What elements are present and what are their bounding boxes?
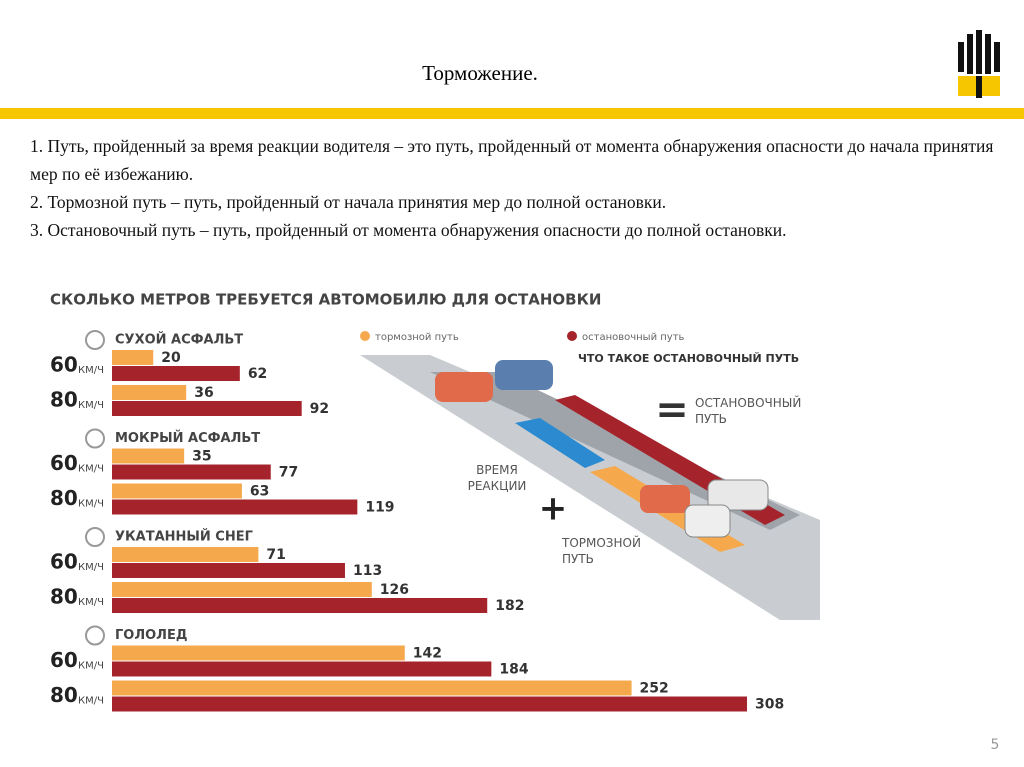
speed-label: 60 [50,648,78,672]
value-label: 126 [380,582,409,598]
value-label: 252 [640,681,669,697]
value-label: 63 [250,484,269,500]
annotation: + [539,489,568,529]
bar [112,401,302,416]
speed-unit: КМ/Ч [78,696,104,707]
bar [112,464,271,480]
annotation-text: ОСТАНОВОЧНЫЙ ПУТЬ [695,396,802,426]
speed-unit: КМ/Ч [78,562,104,573]
bar [112,563,345,578]
slide-title: Торможение. [422,61,538,85]
bar [112,499,358,515]
bar [112,366,240,381]
legend-label: тормозной путь [375,332,459,343]
speed-label: 60 [50,353,78,377]
definition: 3. Остановочный путь – путь, пройденный … [30,220,787,240]
chart-title: СКОЛЬКО МЕТРОВ ТРЕБУЕТСЯ АВТОМОБИЛЮ ДЛЯ … [50,291,601,309]
bar [112,680,632,696]
annotation: ТОРМОЗНОЙ ПУТЬ [562,536,641,566]
condition-label: МОКРЫЙ АСФАЛЬТ [115,430,260,446]
condition-icon [85,625,105,646]
speed-label: 80 [50,486,78,510]
definition: 1. Путь, пройденный за время реакции вод… [30,136,994,184]
bar [112,448,185,464]
annotation: ЧТО ТАКОЕ ОСТАНОВОЧНЫЙ ПУТЬ [578,352,799,365]
value-label: 119 [365,500,394,516]
definitions: 1. Путь, пройденный за время реакции вод… [30,132,995,244]
value-label: 142 [413,646,442,662]
bar [112,483,242,499]
bar [112,350,154,365]
annotation: ВРЕМЯ РЕАКЦИИ [467,463,527,493]
annotation: ОСТАНОВОЧНЫЙ ПУТЬ [695,396,802,426]
annotation-text: ТОРМОЗНОЙ ПУТЬ [562,536,641,566]
bar [112,661,492,677]
bar [112,696,747,712]
page-number: 5 [991,737,1000,753]
condition-icon [85,428,105,449]
value-label: 35 [192,449,211,465]
value-label: 71 [266,547,285,563]
bar [112,547,259,562]
value-label: 182 [495,598,524,614]
definition: 2. Тормозной путь – путь, пройденный от … [30,192,667,212]
bar [112,582,372,597]
speed-label: 80 [50,388,78,412]
value-label: 184 [499,662,528,678]
legend-label: остановочный путь [582,332,685,343]
value-label: 113 [353,563,382,579]
condition-icon [85,527,105,547]
speed-unit: КМ/Ч [78,365,104,376]
value-label: 36 [194,385,213,401]
yellow-rule [0,108,1024,119]
condition-label: УКАТАННЫЙ СНЕГ [115,529,253,545]
value-label: 92 [310,401,329,417]
value-label: 20 [161,350,181,366]
value-label: 62 [248,366,267,382]
bar [112,645,405,661]
road-illustration [360,355,820,620]
speed-label: 80 [50,585,78,609]
speed-unit: КМ/Ч [78,661,104,672]
legend-swatch [567,331,577,341]
speed-unit: КМ/Ч [78,597,104,608]
condition-label: ГОЛОЛЕД [115,628,187,643]
bar [112,598,488,613]
condition-icon [85,330,105,350]
speed-unit: КМ/Ч [78,400,104,411]
annotation: = [655,387,689,433]
speed-unit: КМ/Ч [78,499,104,510]
speed-label: 60 [50,451,78,475]
speed-label: 80 [50,683,78,707]
condition-label: СУХОЙ АСФАЛЬТ [115,332,243,348]
speed-label: 60 [50,550,78,574]
legend-swatch [360,331,370,341]
bar [112,385,187,400]
annotation-text: ВРЕМЯ РЕАКЦИИ [467,463,527,493]
value-label: 77 [279,465,298,481]
speed-unit: КМ/Ч [78,464,104,475]
logo [958,30,1000,98]
value-label: 308 [755,697,784,713]
